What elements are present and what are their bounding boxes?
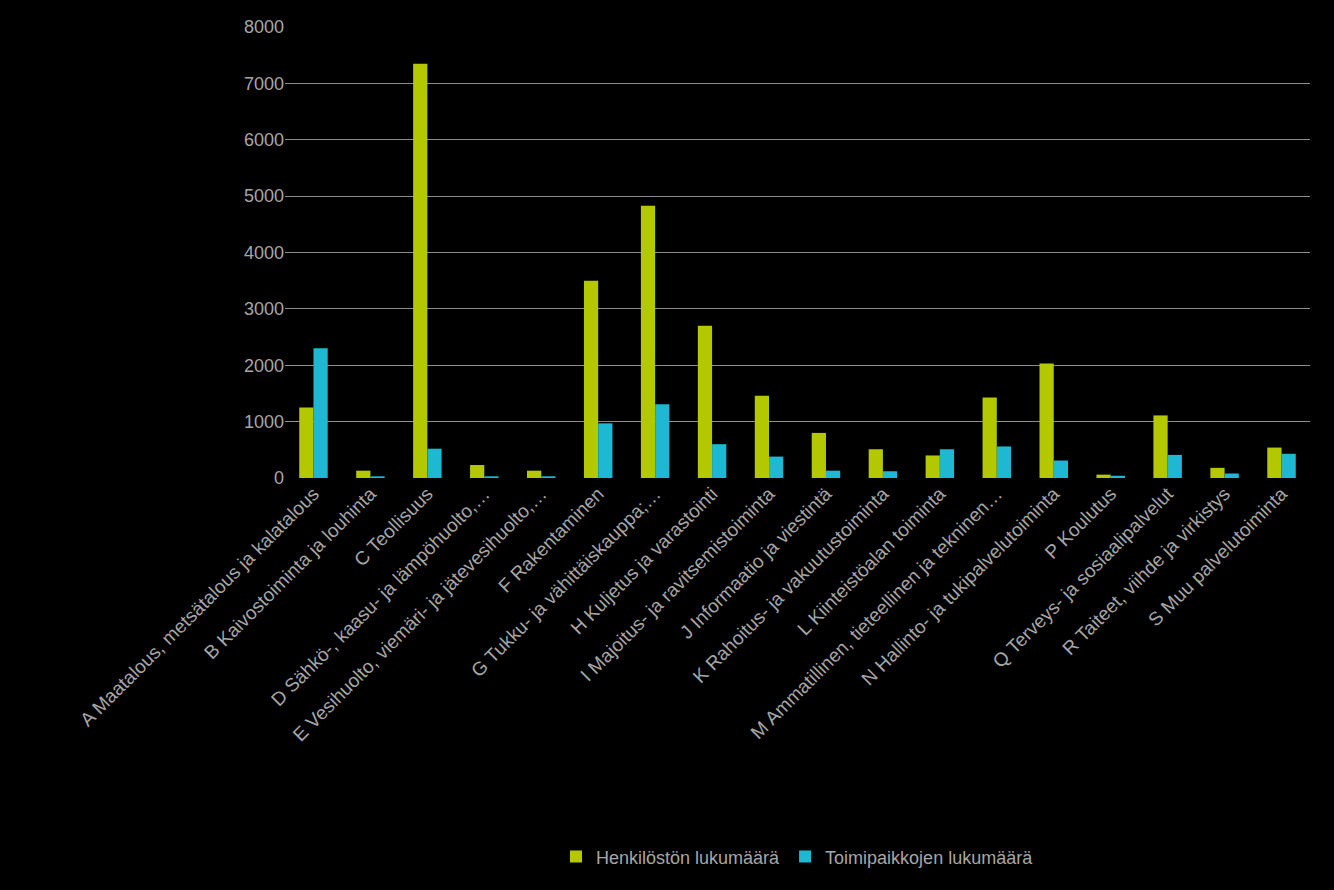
svg-text:7000: 7000	[244, 74, 284, 94]
svg-text:M Ammatillinen, tieteellinen j: M Ammatillinen, tieteellinen ja tekninen…	[747, 483, 1007, 743]
svg-text:N Hallinto- ja tukipalvelutoim: N Hallinto- ja tukipalvelutoiminta	[857, 483, 1063, 689]
svg-text:1000: 1000	[244, 412, 284, 432]
svg-text:Q Terveys- ja sosiaalipalvelut: Q Terveys- ja sosiaalipalvelut	[989, 483, 1178, 672]
svg-text:S Muu palvelutoiminta: S Muu palvelutoiminta	[1144, 483, 1291, 630]
svg-text:I Majoitus- ja ravitsemistoimi: I Majoitus- ja ravitsemistoiminta	[576, 483, 779, 686]
svg-text:C Teollisuus: C Teollisuus	[350, 483, 437, 570]
svg-text:G Tukku- ja vähittäiskauppa;…: G Tukku- ja vähittäiskauppa;…	[467, 483, 665, 681]
svg-text:E Vesihuolto, viemäri- ja jäte: E Vesihuolto, viemäri- ja jätevesihuolto…	[289, 483, 551, 745]
svg-text:B Kaivostoiminta ja louhinta: B Kaivostoiminta ja louhinta	[200, 483, 380, 663]
svg-text:P Koulutus: P Koulutus	[1041, 483, 1121, 563]
svg-text:0: 0	[274, 468, 284, 488]
svg-text:6000: 6000	[244, 130, 284, 150]
svg-text:H Kuljetus ja varastointi: H Kuljetus ja varastointi	[566, 483, 721, 638]
svg-text:4000: 4000	[244, 243, 284, 263]
svg-text:Toimipaikkojen lukumäärä: Toimipaikkojen lukumäärä	[825, 848, 1033, 868]
svg-text:J Informaatio ja viestintä: J Informaatio ja viestintä	[676, 483, 836, 643]
svg-text:D Sähkö-, kaasu- ja lämpöhuolt: D Sähkö-, kaasu- ja lämpöhuolto,…	[267, 483, 494, 710]
svg-text:5000: 5000	[244, 186, 284, 206]
svg-text:8000: 8000	[244, 17, 284, 37]
svg-text:3000: 3000	[244, 299, 284, 319]
svg-text:A Maatalous, metsätalous ja ka: A Maatalous, metsätalous ja kalatalous	[76, 483, 323, 730]
svg-text:Henkilöstön lukumäärä: Henkilöstön lukumäärä	[596, 848, 780, 868]
svg-text:K Rahoitus- ja vakuutustoimint: K Rahoitus- ja vakuutustoiminta	[689, 483, 893, 687]
svg-text:R Taiteet, viihde ja virkistys: R Taiteet, viihde ja virkistys	[1058, 483, 1234, 659]
svg-text:2000: 2000	[244, 356, 284, 376]
svg-text:F Rakentaminen: F Rakentaminen	[494, 483, 607, 596]
svg-text:L Kiinteistöalan toiminta: L Kiinteistöalan toiminta	[793, 483, 950, 640]
